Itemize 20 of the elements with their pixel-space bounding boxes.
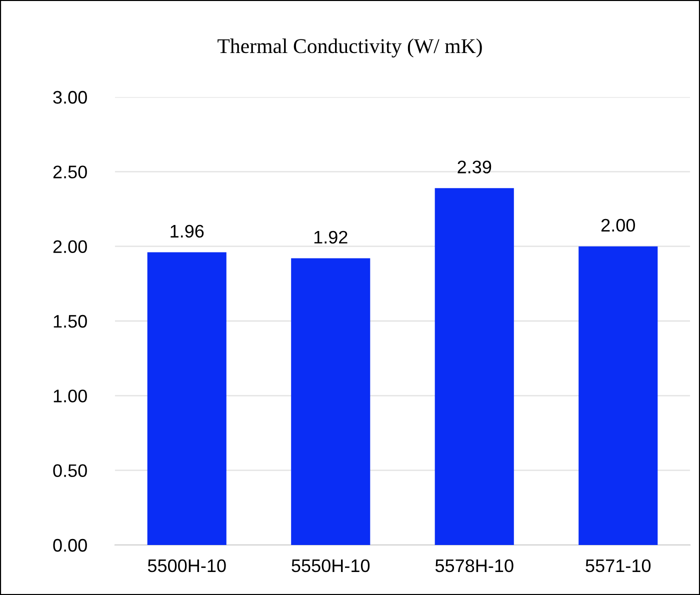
y-tick-label: 2.50 xyxy=(53,166,87,178)
bar xyxy=(291,258,370,545)
data-label: 2.00 xyxy=(601,218,635,232)
chart-title: Thermal Conductivity (W/ mK) xyxy=(218,38,482,58)
y-tick-label: 0.00 xyxy=(53,538,87,552)
bar xyxy=(147,252,226,545)
x-tick-label: 5500H-10 xyxy=(148,559,226,572)
bar xyxy=(578,246,658,545)
x-tick-label: 5571-10 xyxy=(586,559,651,572)
y-tick-label: 1.50 xyxy=(54,314,87,328)
y-tick-label: 1.00 xyxy=(54,390,87,402)
x-tick-label: 5578H-10 xyxy=(435,559,514,572)
data-label: 1.96 xyxy=(170,224,204,238)
data-label: 1.92 xyxy=(314,230,348,244)
y-tick-label: 2.00 xyxy=(53,240,87,254)
y-tick-label: 0.50 xyxy=(53,464,87,478)
bar xyxy=(434,188,514,545)
data-label: 2.39 xyxy=(458,160,492,174)
x-tick-label: 5550H-10 xyxy=(292,559,370,572)
y-tick-label: 3.00 xyxy=(53,90,87,104)
